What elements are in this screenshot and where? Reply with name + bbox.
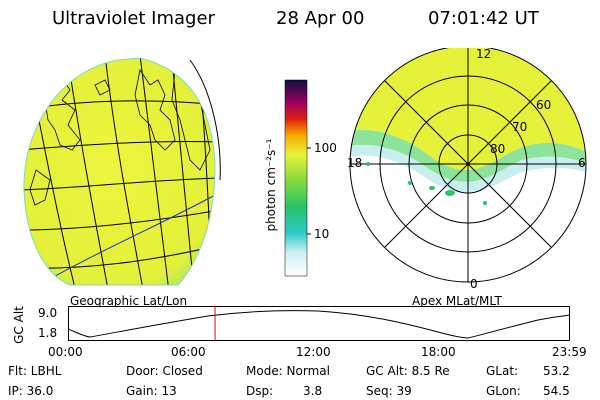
mlat-label-60: 60 [536,98,552,112]
info-dsp-label: Dsp: [246,384,274,398]
altitude-plot [68,306,571,341]
info-gc-alt: GC Alt: 8.5 Re [366,364,450,378]
info-flt: Flt: LBHL [8,364,62,378]
mlt-label-18: 18 [347,156,363,170]
alt-plot-xtick-1800: 18:00 [421,345,456,359]
alt-plot-xtick-2359: 23:59 [552,345,587,359]
date-label: 28 Apr 00 [276,8,365,29]
info-mode: Mode: Normal [246,364,330,378]
info-glon-label: GLon: [486,384,521,398]
left-panel-caption: Geographic Lat/Lon [70,294,188,308]
colorbar-tick-label-10: 10 [314,227,330,241]
instrument-title: Ultraviolet Imager [52,8,215,29]
alt-plot-xtick-0000: 00:00 [48,345,83,359]
colorbar [284,79,311,277]
mlt-label-0: 0 [470,277,478,291]
alt-plot-ytick-bottom: 1.8 [38,326,58,340]
alt-plot-xtick-1200: 12:00 [296,345,331,359]
right-panel-caption: Apex MLat/MLT [412,294,502,308]
info-glon-value: 54.5 [543,384,570,398]
alt-plot-ylabel: GC Alt [12,306,26,344]
info-dsp-value: 3.8 [303,384,323,398]
mlat-label-70: 70 [512,120,528,134]
polar-image [349,48,587,283]
time-label: 07:01:42 UT [428,8,539,29]
alt-plot-ytick-top: 9.0 [38,306,58,320]
info-glat-label: GLat: [486,364,519,378]
info-ip: IP: 36.0 [8,384,54,398]
mlt-label-12: 12 [476,47,492,61]
info-seq: Seq: 39 [366,384,412,398]
colorbar-tick-label-100: 100 [314,141,337,155]
alt-plot-xtick-0600: 06:00 [171,345,206,359]
info-door: Door: Closed [126,364,203,378]
info-glat-value: 53.2 [543,364,570,378]
info-gain: Gain: 13 [126,384,177,398]
mlat-label-80: 80 [490,142,506,156]
mlt-label-6: 6 [578,156,586,170]
colorbar-unit-label: photon cm⁻²s⁻¹ [264,138,278,232]
